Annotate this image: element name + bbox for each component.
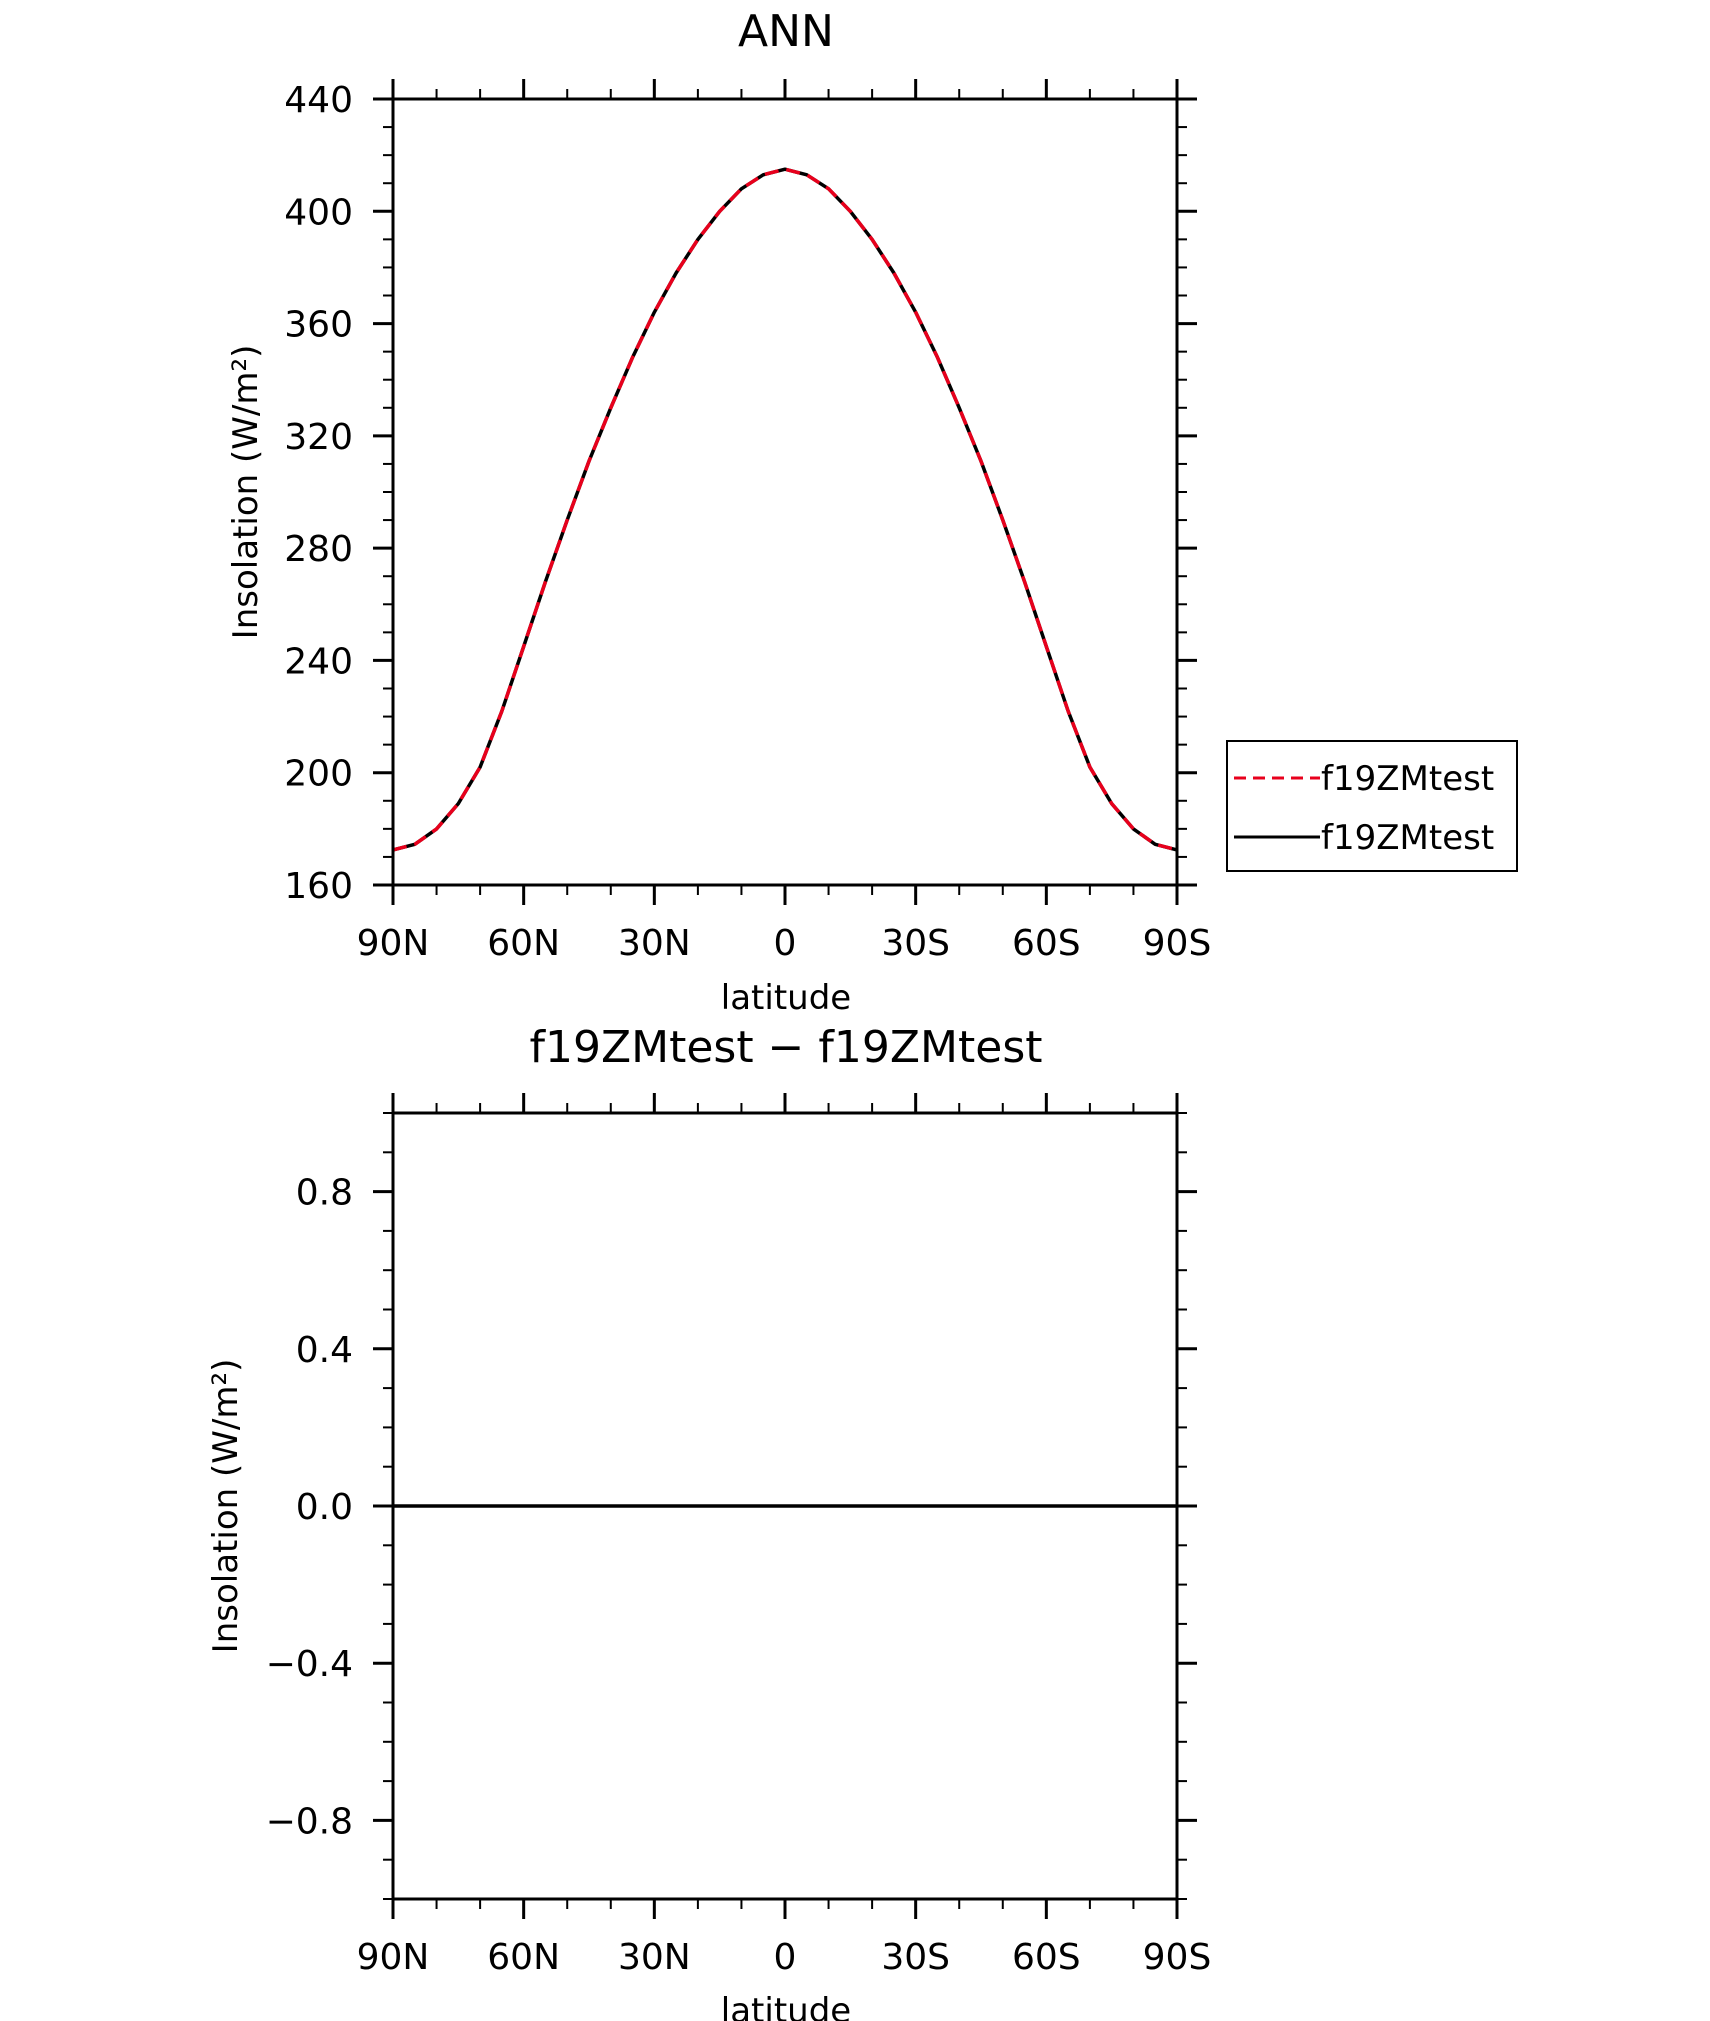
top-y-tick-label: 240: [284, 641, 353, 682]
bottom-minor-ticks: [383, 1103, 1187, 1909]
top-x-tick-label: 90N: [357, 923, 430, 964]
bottom-y-tick-labels: −0.8 −0.4 0.0 0.4 0.8: [266, 1173, 353, 1843]
top-x-tick-labels: 90N 60N 30N 0 30S 60S 90S: [357, 923, 1212, 964]
top-x-tick-label: 30N: [618, 923, 691, 964]
bottom-y-tick-label: 0.4: [296, 1330, 353, 1371]
top-y-tick-label: 320: [284, 417, 353, 458]
bottom-plot-frame: [391, 1111, 1179, 1901]
legend-label-2: f19ZMtest: [1321, 818, 1494, 858]
top-legend: f19ZMtest f19ZMtest: [1226, 740, 1518, 872]
legend-box: [1226, 740, 1518, 872]
bottom-x-tick-label: 90N: [357, 1937, 430, 1978]
bottom-y-tick-label: 0.8: [296, 1173, 353, 1214]
bottom-x-tick-label: 0: [774, 1937, 797, 1978]
top-minor-ticks: [383, 89, 1187, 895]
top-y-tick-label: 280: [284, 529, 353, 570]
top-x-tick-label: 60S: [1012, 923, 1081, 964]
bottom-major-ticks: [373, 1093, 1197, 1919]
top-x-tick-label: 30S: [881, 923, 950, 964]
bottom-x-tick-labels: 90N 60N 30N 0 30S 60S 90S: [357, 1937, 1212, 1978]
bottom-y-tick-label: −0.8: [266, 1801, 353, 1842]
top-major-ticks: [373, 79, 1197, 905]
top-y-tick-label: 360: [284, 305, 353, 346]
top-y-axis-label: Insolation (W/m²): [226, 345, 266, 640]
top-y-tick-label: 200: [284, 754, 353, 795]
top-series-line-1: [392, 167, 1178, 852]
top-panel-title: ANN: [738, 6, 834, 57]
bottom-y-axis-label: Insolation (W/m²): [206, 1359, 246, 1654]
top-plot-frame: [391, 97, 1179, 887]
top-series-line-0: [392, 167, 1178, 852]
top-x-axis-label: latitude: [721, 978, 851, 1018]
bottom-x-tick-label: 60N: [487, 1937, 560, 1978]
top-x-tick-label: 60N: [487, 923, 560, 964]
legend-label-1: f19ZMtest: [1321, 759, 1494, 799]
top-x-tick-label: 0: [774, 923, 797, 964]
bottom-x-tick-label: 90S: [1143, 1937, 1212, 1978]
top-y-tick-label: 440: [284, 80, 353, 121]
top-y-tick-labels: 160 200 240 280 320 360 400 440: [284, 80, 353, 907]
bottom-x-axis-label: latitude: [721, 1991, 851, 2021]
bottom-x-tick-label: 30N: [618, 1937, 691, 1978]
top-panel: ANN 160 200 240 280 320 360 400 440 90N 60N 30N 0 3…: [226, 6, 1518, 1018]
bottom-panel-title: f19ZMtest − f19ZMtest: [529, 1022, 1042, 1073]
bottom-panel: f19ZMtest − f19ZMtest −0.8−0.40.00.40.8 …: [206, 1022, 1211, 2021]
top-y-tick-label: 160: [284, 866, 353, 907]
bottom-y-tick-label: −0.4: [266, 1644, 353, 1685]
bottom-x-tick-label: 60S: [1012, 1937, 1081, 1978]
top-series: [392, 167, 1178, 852]
top-x-tick-label: 90S: [1143, 923, 1212, 964]
bottom-y-tick-label: 0.0: [296, 1487, 353, 1528]
bottom-x-tick-label: 30S: [881, 1937, 950, 1978]
top-y-tick-label: 400: [284, 192, 353, 233]
